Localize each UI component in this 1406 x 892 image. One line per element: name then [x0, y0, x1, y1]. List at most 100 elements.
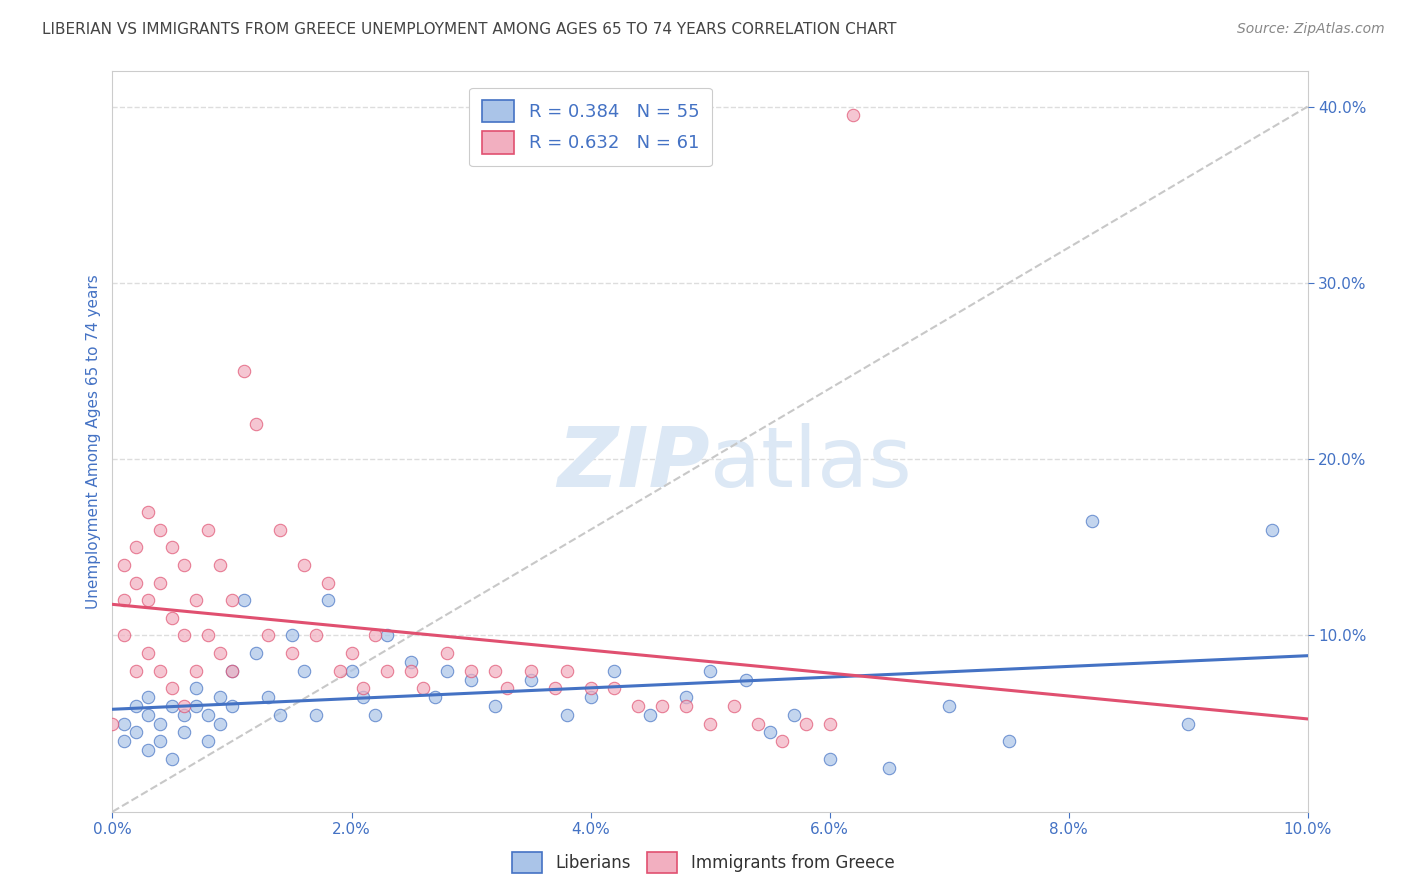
Point — [162, 752, 183, 766]
Point — [543, 681, 565, 696]
Point — [149, 575, 172, 590]
Point — [555, 664, 578, 678]
Point — [197, 734, 219, 748]
Point — [292, 664, 315, 678]
Point — [520, 673, 543, 687]
Point — [149, 523, 172, 537]
Point — [281, 646, 304, 660]
Point — [460, 664, 482, 678]
Point — [269, 707, 291, 722]
Point — [221, 664, 243, 678]
Point — [209, 558, 232, 572]
Point — [162, 698, 183, 713]
Point — [305, 707, 328, 722]
Point — [1177, 716, 1199, 731]
Text: LIBERIAN VS IMMIGRANTS FROM GREECE UNEMPLOYMENT AMONG AGES 65 TO 74 YEARS CORREL: LIBERIAN VS IMMIGRANTS FROM GREECE UNEMP… — [42, 22, 897, 37]
Point — [675, 690, 697, 705]
Point — [783, 707, 806, 722]
Point — [603, 664, 626, 678]
Point — [627, 698, 650, 713]
Point — [162, 541, 183, 555]
Point — [329, 664, 352, 678]
Point — [281, 628, 304, 642]
Point — [125, 541, 148, 555]
Point — [209, 646, 232, 660]
Point — [770, 734, 793, 748]
Point — [233, 593, 256, 607]
Point — [221, 698, 243, 713]
Point — [377, 628, 399, 642]
Point — [818, 716, 841, 731]
Point — [425, 690, 447, 705]
Point — [186, 698, 208, 713]
Point — [938, 698, 960, 713]
Point — [138, 707, 160, 722]
Point — [245, 646, 267, 660]
Point — [316, 593, 339, 607]
Point — [173, 558, 195, 572]
Point — [520, 664, 543, 678]
Point — [496, 681, 519, 696]
Point — [149, 734, 172, 748]
Point — [460, 673, 482, 687]
Point — [377, 664, 399, 678]
Point — [269, 523, 291, 537]
Point — [245, 417, 267, 431]
Point — [305, 628, 328, 642]
Point — [173, 707, 195, 722]
Point — [436, 646, 458, 660]
Point — [699, 664, 721, 678]
Point — [603, 681, 626, 696]
Text: Source: ZipAtlas.com: Source: ZipAtlas.com — [1237, 22, 1385, 37]
Text: ZIP: ZIP — [557, 423, 710, 504]
Point — [998, 734, 1021, 748]
Point — [162, 681, 183, 696]
Point — [149, 716, 172, 731]
Point — [197, 523, 219, 537]
Point — [257, 628, 280, 642]
Text: atlas: atlas — [710, 423, 911, 504]
Point — [1081, 514, 1104, 528]
Point — [197, 707, 219, 722]
Point — [101, 716, 124, 731]
Point — [125, 725, 148, 739]
Legend: Liberians, Immigrants from Greece: Liberians, Immigrants from Greece — [505, 846, 901, 880]
Point — [818, 752, 841, 766]
Point — [640, 707, 662, 722]
Point — [484, 698, 506, 713]
Point — [125, 575, 148, 590]
Point — [484, 664, 506, 678]
Point — [699, 716, 721, 731]
Point — [138, 593, 160, 607]
Point — [436, 664, 458, 678]
Point — [138, 690, 160, 705]
Point — [197, 628, 219, 642]
Point — [114, 716, 135, 731]
Point — [162, 611, 183, 625]
Point — [221, 593, 243, 607]
Point — [292, 558, 315, 572]
Point — [412, 681, 434, 696]
Point — [173, 725, 195, 739]
Y-axis label: Unemployment Among Ages 65 to 74 years: Unemployment Among Ages 65 to 74 years — [86, 274, 101, 609]
Point — [173, 698, 195, 713]
Point — [316, 575, 339, 590]
Point — [353, 690, 375, 705]
Point — [555, 707, 578, 722]
Point — [794, 716, 817, 731]
Point — [364, 628, 387, 642]
Point — [759, 725, 782, 739]
Point — [114, 558, 135, 572]
Point — [125, 698, 148, 713]
Point — [221, 664, 243, 678]
Point — [186, 681, 208, 696]
Point — [257, 690, 280, 705]
Point — [1261, 523, 1284, 537]
Point — [879, 761, 901, 775]
Point — [401, 664, 423, 678]
Point — [209, 690, 232, 705]
Point — [353, 681, 375, 696]
Point — [401, 655, 423, 669]
Point — [114, 628, 135, 642]
Point — [114, 734, 135, 748]
